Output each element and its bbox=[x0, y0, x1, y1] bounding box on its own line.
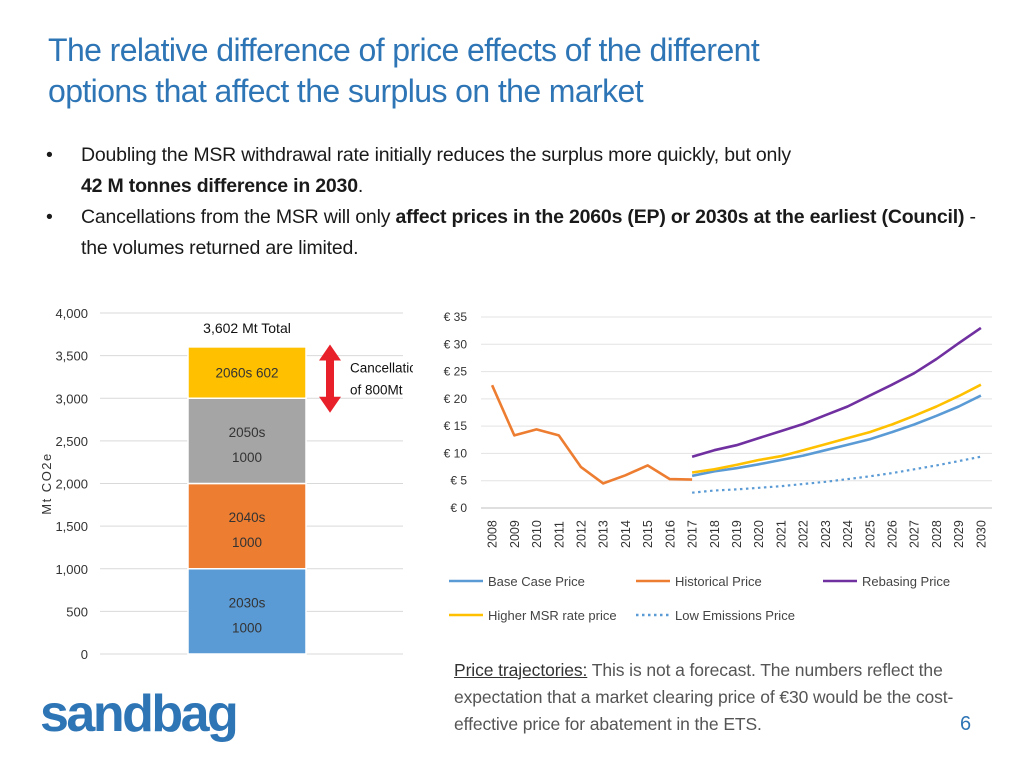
legend-label: Historical Price bbox=[675, 574, 762, 589]
line-x-tick-label: 2022 bbox=[797, 520, 811, 548]
sandbag-logo: sandbag bbox=[40, 685, 239, 743]
line-x-tick-label: 2017 bbox=[686, 520, 700, 548]
line-x-tick-label: 2026 bbox=[886, 520, 900, 548]
line-x-tick-label: 2018 bbox=[708, 520, 722, 548]
line-x-tick-label: 2015 bbox=[641, 520, 655, 548]
cancellation-annotation-line-2: of 800Mt bbox=[350, 383, 403, 398]
legend-label: Low Emissions Price bbox=[675, 608, 795, 623]
line-y-tick-label: € 15 bbox=[444, 419, 468, 433]
bullet-item-cancellations: • Cancellations from the MSR will only a… bbox=[46, 202, 1006, 264]
line-x-tick-label: 2019 bbox=[730, 520, 744, 548]
bullet-text-end: . bbox=[357, 175, 364, 197]
line-x-tick-label: 2009 bbox=[508, 520, 522, 548]
bar-segment-2030s bbox=[187, 568, 307, 655]
line-x-tick-label: 2011 bbox=[552, 521, 566, 548]
line-x-tick-label: 2008 bbox=[486, 520, 500, 548]
cancellation-arrow-down-icon bbox=[319, 396, 341, 413]
bar-segment-2040s bbox=[187, 482, 307, 570]
bar-segment-label: 2040s bbox=[229, 510, 266, 525]
bullet-list: • Doubling the MSR withdrawal rate initi… bbox=[46, 140, 1006, 264]
bar-y-tick-label: 3,000 bbox=[55, 391, 88, 406]
line-y-tick-label: € 0 bbox=[450, 501, 467, 515]
line-x-tick-label: 2029 bbox=[952, 520, 966, 548]
line-x-tick-label: 2020 bbox=[752, 520, 766, 548]
bar-segment-2060s bbox=[187, 346, 307, 399]
bar-y-tick-label: 1,500 bbox=[55, 519, 88, 534]
line-x-tick-label: 2027 bbox=[908, 520, 922, 548]
bullet-bold-text: 42 M tonnes difference in 2030 bbox=[81, 175, 358, 197]
line-y-tick-label: € 30 bbox=[444, 337, 468, 351]
legend-label: Rebasing Price bbox=[862, 574, 950, 589]
series-line-rebasing-price bbox=[691, 326, 982, 458]
bar-segment-value-label: 1000 bbox=[232, 535, 262, 550]
series-line-base-case-price bbox=[691, 394, 982, 478]
line-x-tick-label: 2028 bbox=[930, 520, 944, 548]
slide-title-line-1: The relative difference of price effects… bbox=[48, 32, 760, 68]
legend-label: Higher MSR rate price bbox=[488, 608, 617, 623]
bullet-item-msr-withdrawal: • Doubling the MSR withdrawal rate initi… bbox=[46, 140, 1006, 202]
bullet-dot: • bbox=[46, 206, 53, 228]
bar-segment-2050s bbox=[187, 397, 307, 485]
bullet-text: Doubling the MSR withdrawal rate initial… bbox=[81, 144, 791, 166]
slide-title-line-2: options that affect the surplus on the m… bbox=[48, 73, 644, 109]
bar-y-tick-label: 4,000 bbox=[55, 306, 88, 321]
line-x-tick-label: 2012 bbox=[574, 520, 588, 548]
bullet-dot: • bbox=[46, 144, 53, 166]
page-number: 6 bbox=[960, 713, 972, 735]
caption-text: This is not a forecast. The numbers refl… bbox=[454, 660, 954, 734]
bar-segment-value-label: 1000 bbox=[232, 620, 262, 635]
caption-lead: Price trajectories: bbox=[454, 660, 588, 680]
bar-segment-label: 2060s 602 bbox=[215, 366, 278, 381]
line-x-tick-label: 2030 bbox=[974, 520, 988, 548]
bullet-text-end: - the volumes returned are limited. bbox=[81, 206, 976, 259]
line-x-tick-label: 2014 bbox=[619, 520, 633, 548]
bullet-bold-text: affect prices in the 2060s (EP) or 2030s… bbox=[395, 206, 965, 228]
bullet-text: Cancellations from the MSR will only bbox=[81, 206, 396, 228]
cancellation-annotation-line-1: Cancellation bbox=[350, 361, 413, 376]
series-line-higher-msr-rate-price bbox=[691, 383, 982, 474]
surplus-stacked-bar-chart: 0 500 1,000 1,500 2,000 2,500 3,000 3,500 4,000 M… bbox=[39, 306, 413, 662]
bar-y-tick-label: 2,000 bbox=[55, 477, 88, 492]
bar-y-tick-label: 0 bbox=[81, 647, 88, 662]
bar-total-label: 3,602 Mt Total bbox=[203, 320, 291, 336]
line-x-tick-label: 2010 bbox=[530, 520, 544, 548]
bar-segment-label: 2050s bbox=[229, 425, 266, 440]
line-x-tick-label: 2016 bbox=[663, 520, 677, 548]
line-x-tick-label: 2023 bbox=[819, 520, 833, 548]
bar-segment-value-label: 1000 bbox=[232, 450, 262, 465]
series-line-historical-price bbox=[490, 384, 693, 485]
legend-label: Base Case Price bbox=[488, 574, 585, 589]
line-y-tick-label: € 5 bbox=[450, 474, 467, 488]
line-x-tick-label: 2021 bbox=[774, 520, 788, 548]
bar-y-tick-label: 500 bbox=[66, 604, 88, 619]
series-line-low-emissions-price bbox=[691, 455, 982, 494]
line-y-tick-label: € 20 bbox=[444, 392, 468, 406]
line-y-tick-label: € 25 bbox=[444, 365, 468, 379]
slide-title: The relative difference of price effects… bbox=[48, 30, 948, 112]
price-trajectory-caption: Price trajectories: This is not a foreca… bbox=[454, 657, 1014, 738]
line-x-tick-label: 2024 bbox=[841, 520, 855, 548]
line-y-tick-label: € 35 bbox=[444, 310, 468, 324]
line-x-tick-label: 2013 bbox=[597, 520, 611, 548]
line-x-tick-label: 2025 bbox=[863, 520, 877, 548]
bar-y-tick-label: 1,000 bbox=[55, 562, 88, 577]
line-y-tick-label: € 10 bbox=[444, 446, 468, 460]
bar-y-axis-label: Mt CO2e bbox=[39, 452, 54, 515]
cancellation-arrow-up-icon bbox=[319, 344, 341, 361]
bar-y-tick-label: 3,500 bbox=[55, 349, 88, 364]
bar-segment-label: 2030s bbox=[229, 595, 266, 610]
bar-y-tick-label: 2,500 bbox=[55, 434, 88, 449]
price-trajectory-line-chart: € 0 € 5 € 10 € 15 € 20 € 25 € 30 € 35 2008 2009 20… bbox=[444, 310, 992, 623]
